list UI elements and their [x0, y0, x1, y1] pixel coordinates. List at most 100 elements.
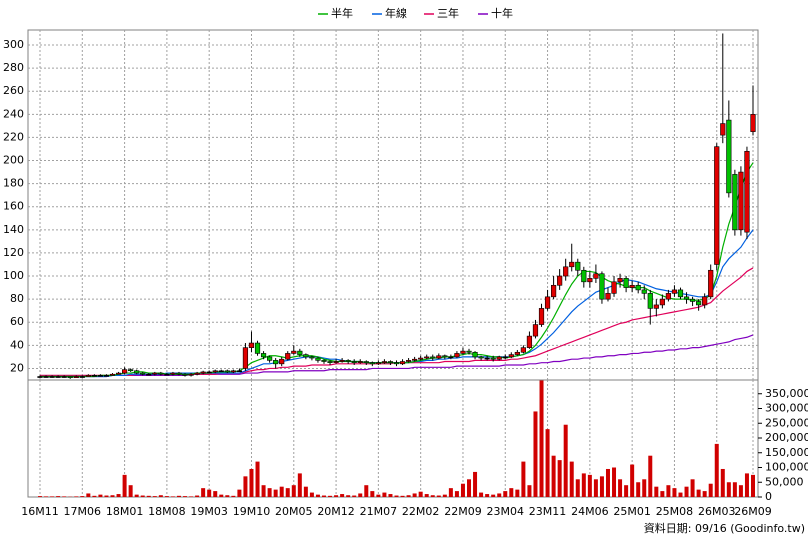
x-tick-label: 21M07: [360, 505, 398, 518]
volume-bar: [593, 479, 598, 497]
y-tick-label: 220: [3, 130, 24, 143]
candle-body: [188, 373, 194, 376]
volume-tick-label: 150,000: [765, 446, 808, 459]
x-tick-label: 17M06: [64, 505, 102, 518]
candle-body: [502, 356, 508, 359]
candle-body: [140, 372, 146, 375]
volume-bar: [352, 495, 357, 497]
volume-bar: [648, 455, 653, 497]
candle-body: [683, 296, 690, 300]
candle-body: [738, 171, 744, 231]
x-tick-label: 20M05: [275, 505, 313, 518]
candle-body: [212, 370, 218, 373]
candle-body: [587, 278, 593, 283]
volume-bar: [672, 488, 677, 497]
candle-body: [696, 301, 702, 306]
legend: 半年 年線 三年 十年: [318, 6, 513, 20]
volume-bar: [569, 461, 574, 497]
volume-bar: [412, 493, 417, 497]
volume-bar: [424, 494, 429, 497]
candle-body: [79, 376, 85, 378]
volume-bar: [44, 496, 49, 497]
candle-body: [91, 375, 97, 377]
x-tick-label: 22M09: [444, 505, 482, 518]
candle-body: [623, 278, 629, 288]
candle-body: [109, 373, 116, 376]
candle-body: [43, 376, 49, 378]
candle-body: [399, 361, 406, 365]
candle-body: [267, 356, 273, 361]
volume-bar: [189, 496, 194, 497]
candle-body: [236, 370, 242, 373]
volume-bar: [527, 485, 532, 497]
volume-bar: [207, 489, 212, 497]
y-tick-label: 180: [3, 177, 24, 190]
candle-body: [357, 361, 363, 363]
volume-bar: [74, 496, 79, 497]
volume-tick-label: 50,000: [765, 475, 804, 488]
y-tick-label: 160: [3, 200, 24, 213]
volume-bar: [557, 460, 562, 497]
volume-bar: [636, 482, 641, 497]
volume-bar: [618, 479, 623, 497]
volume-bar: [430, 495, 435, 497]
volume-bar: [605, 468, 610, 497]
volume-bar: [267, 488, 272, 497]
volume-bar: [309, 492, 314, 497]
volume-bar: [684, 486, 689, 497]
candle-body: [260, 353, 267, 358]
legend-label: 年線: [385, 6, 407, 20]
candle-body: [115, 372, 122, 375]
candle-body: [303, 354, 309, 358]
candle-body: [593, 273, 599, 279]
volume-bar: [370, 491, 375, 497]
volume-bar: [176, 495, 181, 497]
volume-bar: [454, 491, 459, 497]
x-tick-label: 22M02: [402, 505, 440, 518]
candle-body: [97, 375, 104, 377]
price-panel: [27, 29, 759, 381]
y-tick-label: 260: [3, 84, 24, 97]
candle-body: [689, 298, 696, 302]
x-tick-label: 19M03: [190, 505, 228, 518]
candle-body: [134, 370, 140, 374]
volume-bar: [195, 495, 200, 497]
volume-bar: [388, 494, 393, 497]
candle-body: [321, 360, 327, 362]
volume-bar: [38, 496, 42, 497]
candle-body: [121, 369, 128, 374]
candle-body: [665, 293, 672, 300]
volume-bar: [581, 473, 586, 497]
volume-bar: [140, 495, 145, 497]
volume-bar: [394, 495, 399, 497]
volume-bar: [116, 494, 121, 497]
candle-body: [436, 355, 442, 359]
candle-body: [248, 342, 255, 348]
candle-body: [339, 360, 345, 362]
volume-bar: [467, 479, 472, 497]
footer: 資料日期: 09/16 (Goodinfo.tw): [644, 521, 805, 535]
volume-bar: [219, 494, 224, 497]
volume-bar: [158, 495, 163, 497]
candle-body: [454, 353, 460, 358]
volume-bar: [612, 467, 617, 497]
volume-bar: [563, 424, 568, 497]
volume-bar: [328, 495, 333, 497]
candle-body: [128, 369, 134, 372]
volume-bar: [442, 494, 447, 497]
candle-body: [442, 355, 448, 358]
volume-tick-label: 200,000: [765, 431, 808, 444]
volume-bar: [92, 495, 97, 497]
x-tick-label: 25M01: [613, 505, 651, 518]
volume-bar: [334, 495, 339, 497]
candle-body: [363, 361, 369, 363]
candle-body: [581, 269, 587, 283]
volume-tick-label: 350,000: [765, 387, 808, 400]
candle-body: [279, 358, 285, 365]
volume-bar: [279, 486, 284, 497]
volume-bar: [255, 461, 260, 497]
volume-bar: [551, 455, 556, 497]
candle-body: [611, 281, 617, 294]
volume-bar: [50, 496, 55, 497]
